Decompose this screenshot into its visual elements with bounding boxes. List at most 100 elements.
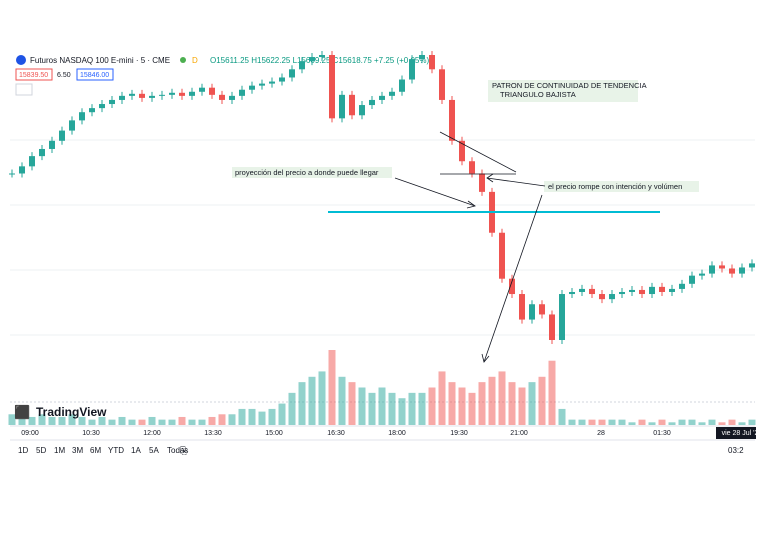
volume-bar [208,416,216,425]
candle [679,283,685,289]
volume-bar [488,376,496,425]
range-button[interactable]: 5A [149,446,159,455]
volume-bar [368,392,376,425]
range-button[interactable]: 5D [36,446,46,455]
volume-bar [18,414,26,425]
volume-bar [228,414,236,425]
status-dot [180,57,186,63]
volume-bar [98,416,106,425]
volume-bar [278,403,286,425]
volume-bar [318,371,326,425]
volume-bar [338,376,346,425]
time-label: 21:00 [510,430,528,437]
range-button[interactable]: YTD [108,446,124,455]
candle [559,294,565,340]
arrows [394,173,546,363]
candle [719,265,725,269]
volume-bar [558,408,566,425]
candle [249,85,255,90]
logo: TradingView [36,405,107,419]
clock: 03:2 [728,446,744,455]
volume-bar [378,387,386,425]
range-button[interactable]: 6M [90,446,101,455]
candle [499,232,505,279]
time-label: 18:00 [388,430,406,437]
collapse-button[interactable] [15,83,33,96]
ohlc: O15611.25 H15622.25 L15609.25 C15618.75 … [210,56,429,65]
volume-bar [128,419,136,425]
volume-bar [188,419,196,425]
volume-bar [528,382,536,425]
volume-bar [728,419,736,425]
candle [59,130,65,141]
grid [10,139,755,336]
volume-bar [438,371,446,425]
sell-box[interactable] [15,68,53,81]
buy[interactable]: 15846.00 [80,72,109,79]
candle [539,304,545,315]
candle [169,92,175,95]
range-button[interactable]: Todas [167,446,188,455]
candle [79,112,85,121]
pattern-name: TRIANGULO BAJISTA [500,90,576,99]
badge: D [192,56,198,65]
range-button[interactable]: 3M [72,446,83,455]
candle [399,79,405,92]
candle [569,291,575,295]
candle [619,291,625,295]
volume-bar [78,416,86,425]
volume-bar [618,419,626,425]
time-label: 15:00 [265,430,283,437]
volume-bar [608,419,616,425]
candle [739,267,745,274]
range-button[interactable]: 1D [18,446,28,455]
candle [199,87,205,92]
candle [379,95,385,100]
volume-bar [298,382,306,425]
candle [39,148,45,157]
candle [109,99,115,105]
volume-bar [578,419,586,425]
volume-bar [68,414,76,425]
volume-bar [648,422,656,425]
range-button[interactable]: 1A [131,446,141,455]
volume-bar [138,419,146,425]
candle [239,89,245,96]
candle [319,55,325,58]
range-button[interactable]: 1M [54,446,65,455]
volume-bar [388,392,396,425]
candle [729,268,735,274]
time-label: 19:30 [450,430,468,437]
sell[interactable]: 15839.50 [19,72,48,79]
candle [409,59,415,80]
breakout-box [544,181,699,192]
candle [129,93,135,96]
volume-bar [478,382,486,425]
volume-bar [568,419,576,425]
time-label: 13:30 [204,430,222,437]
volume-bar [658,419,666,425]
candle [69,120,75,131]
candle [89,108,95,113]
candle [389,91,395,96]
buy-box[interactable] [76,68,114,81]
volume-bar [358,387,366,425]
volume-bar [88,419,96,425]
compare-icon[interactable]: ⎘ [180,445,187,455]
volume-bar [688,419,696,425]
candle [289,69,295,78]
pattern-box [488,80,638,102]
volume-bar [258,411,266,425]
candle [209,87,215,95]
candle [339,94,345,119]
volume-bar [498,371,506,425]
volume-bar [198,419,206,425]
volume-bar [518,387,526,425]
volume-bar [268,408,276,425]
candle [689,275,695,284]
volume-bar [218,414,226,425]
breakout-label: el precio rompe con intención y volúmen [548,182,682,191]
projection-label: proyección del precio a donde puede lleg… [235,168,379,177]
candle [139,93,145,98]
candle [629,289,635,292]
